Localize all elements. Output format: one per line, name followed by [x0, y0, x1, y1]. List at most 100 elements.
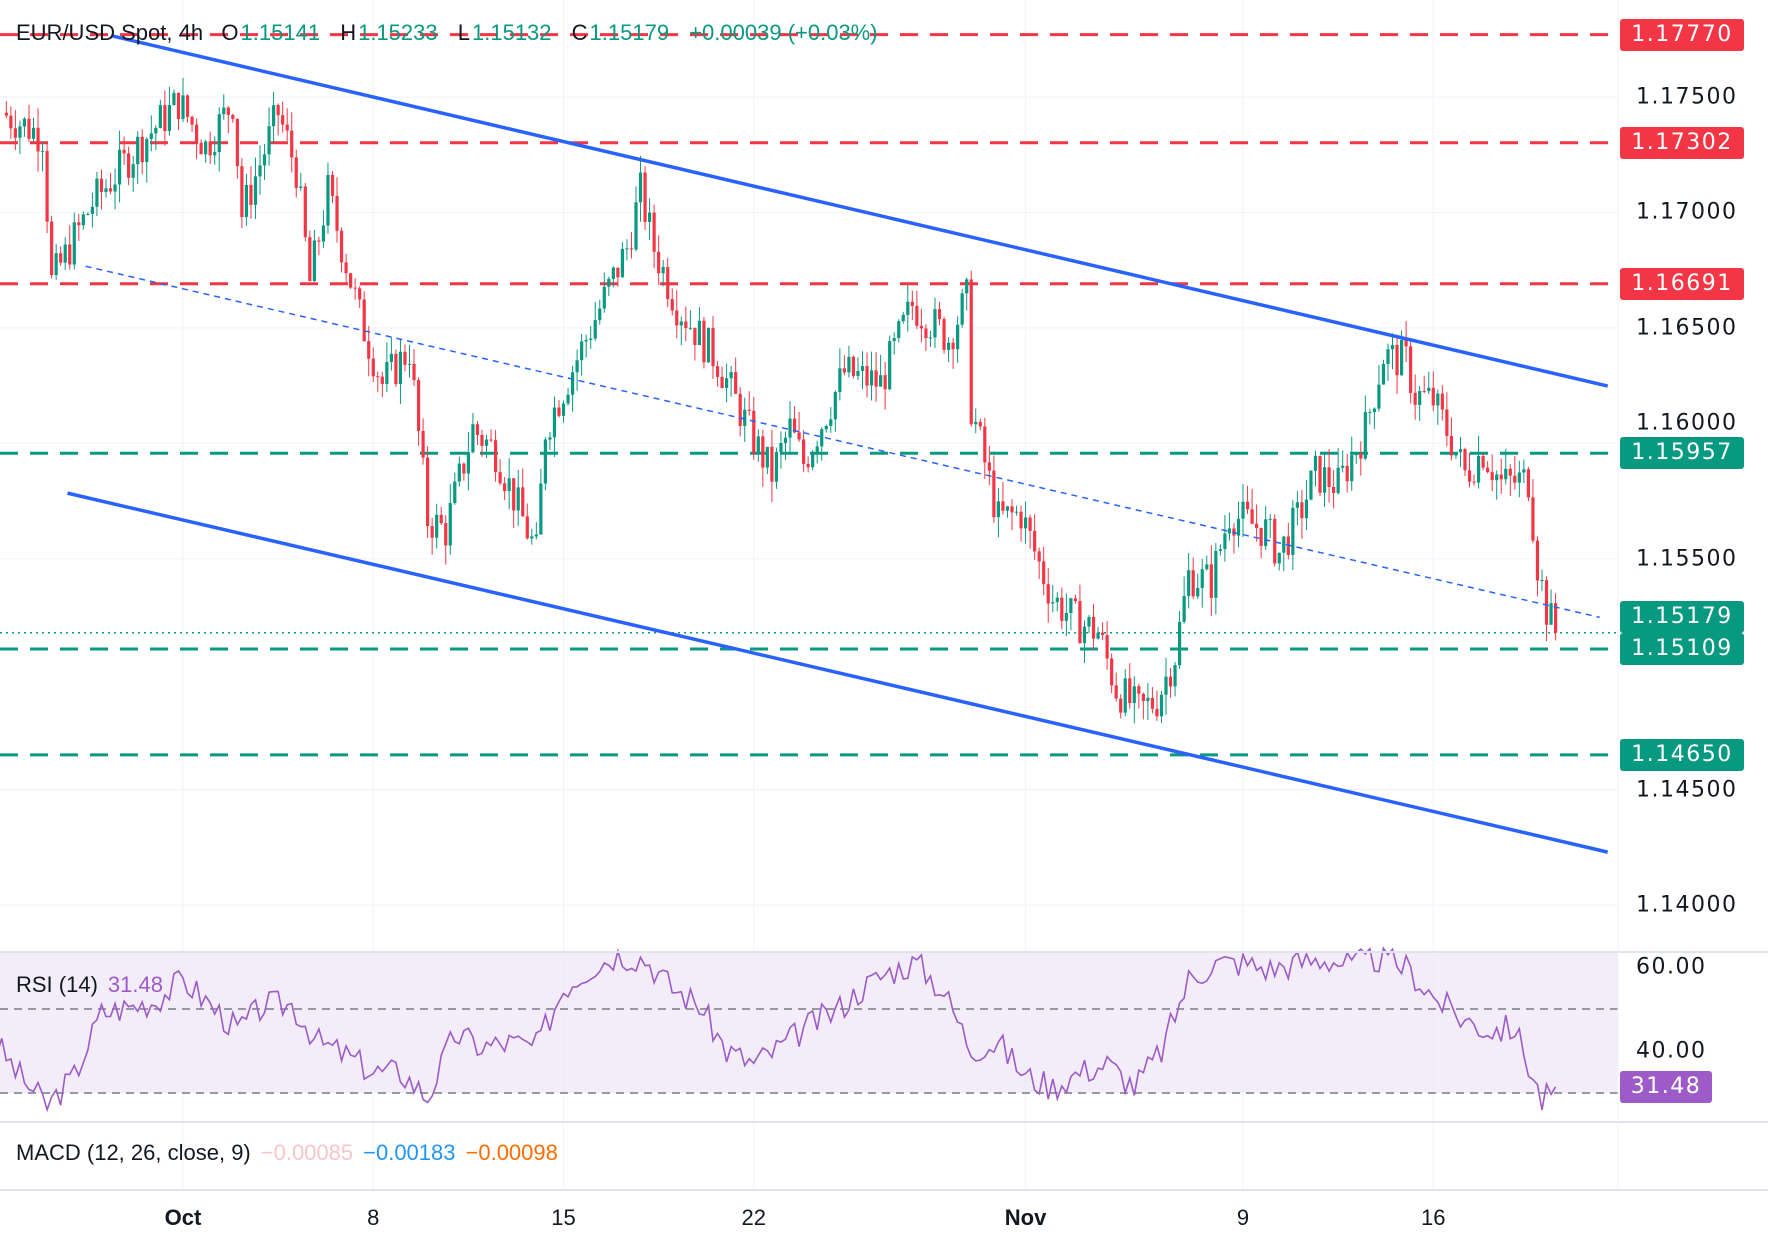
candle-body — [36, 127, 40, 152]
candle-body — [385, 361, 389, 385]
macd-histogram-value: −0.00085 — [260, 1140, 354, 1165]
candle-body — [362, 299, 366, 342]
candle-body — [426, 457, 430, 527]
candle-body — [593, 320, 597, 339]
candle-body — [127, 153, 131, 178]
candle-body — [516, 487, 520, 511]
candle-body — [1096, 632, 1100, 639]
candle-body — [303, 186, 307, 238]
candle-body — [176, 92, 181, 119]
candle-body — [602, 286, 606, 309]
rsi-pane — [0, 952, 1618, 1094]
candle-body — [684, 321, 688, 329]
price-tick-label: 1.17000 — [1636, 199, 1738, 225]
candle-body — [1318, 455, 1322, 493]
candle-body — [99, 178, 104, 193]
candle-body — [1467, 470, 1472, 482]
candle-body — [163, 105, 167, 131]
candle-body — [879, 375, 883, 387]
candle-body — [729, 372, 733, 379]
level-price-tag: 1.17302 — [1620, 126, 1744, 159]
candle-body — [1499, 474, 1503, 480]
rsi-series — [0, 946, 1557, 1113]
candle-body — [1418, 391, 1422, 405]
candle-body — [1173, 665, 1177, 687]
candle-body — [697, 320, 702, 346]
candle-body — [185, 95, 190, 117]
candle-body — [235, 118, 239, 167]
candle-body — [1028, 517, 1032, 531]
candle-body — [231, 114, 235, 119]
time-tick-label: Oct — [164, 1205, 202, 1230]
candle-body — [1155, 708, 1159, 717]
candle-body — [897, 321, 901, 339]
candle-body — [634, 202, 638, 250]
candle-body — [276, 105, 280, 116]
candle-body — [847, 356, 851, 373]
candle-body — [1255, 523, 1259, 528]
price-tick-label: 1.16000 — [1636, 410, 1738, 436]
candle-body — [430, 526, 434, 538]
candle-body — [122, 149, 126, 154]
candle-body — [802, 439, 806, 464]
candle-body — [22, 118, 27, 127]
candle-body — [657, 251, 661, 274]
candle-body — [969, 279, 973, 425]
candle-body — [453, 481, 457, 504]
close-label: C — [571, 20, 588, 45]
candle-body — [1123, 678, 1127, 713]
candle-body — [570, 372, 575, 395]
candle-body — [1218, 549, 1222, 551]
candle-body — [1332, 486, 1336, 493]
level-price-tag: 1.16691 — [1620, 267, 1744, 300]
candle-body — [589, 338, 593, 340]
candle-body — [136, 136, 140, 165]
candle-body — [1137, 686, 1141, 694]
candle-body — [1436, 393, 1440, 406]
candle-body — [1390, 344, 1395, 350]
candle-body — [512, 478, 516, 511]
candle-body — [281, 115, 285, 125]
candle-body — [13, 128, 17, 138]
candle-body — [842, 368, 846, 373]
candle-body — [1055, 597, 1059, 603]
candle-body — [987, 462, 991, 471]
candle-body — [521, 487, 525, 517]
candle-body — [117, 149, 122, 185]
candle-body — [131, 164, 135, 178]
candle-body — [992, 470, 996, 518]
candle-body — [4, 112, 8, 116]
candle-body — [1409, 346, 1413, 393]
candle-body — [376, 376, 380, 378]
candle-body — [1277, 552, 1281, 564]
candle-body — [797, 432, 801, 440]
candle-body — [31, 127, 36, 139]
candle-body — [1399, 339, 1404, 376]
horizontal-levels — [0, 33, 1618, 757]
candle-body — [1078, 601, 1082, 644]
candle-body — [1531, 497, 1535, 541]
candle-body — [1513, 475, 1517, 483]
candle-body — [575, 360, 579, 373]
candle-body — [874, 370, 878, 387]
candle-body — [715, 366, 720, 377]
candle-body — [1119, 698, 1123, 713]
candle-body — [702, 320, 706, 363]
candle-body — [294, 157, 298, 188]
candle-body — [666, 267, 670, 300]
macd-signal-value: −0.00098 — [465, 1140, 558, 1165]
price-tick-label: 1.14000 — [1636, 892, 1738, 918]
candle-body — [1345, 465, 1349, 482]
candle-body — [1191, 570, 1195, 597]
candle-body — [557, 407, 561, 416]
candle-body — [869, 370, 874, 386]
candle-body — [113, 184, 117, 192]
time-tick-label: 9 — [1236, 1205, 1250, 1230]
candle-body — [358, 288, 362, 300]
candle-body — [1146, 697, 1150, 702]
candle-body — [983, 426, 987, 463]
candle-body — [1440, 393, 1444, 410]
candle-body — [194, 124, 199, 143]
candle-body — [63, 244, 67, 263]
